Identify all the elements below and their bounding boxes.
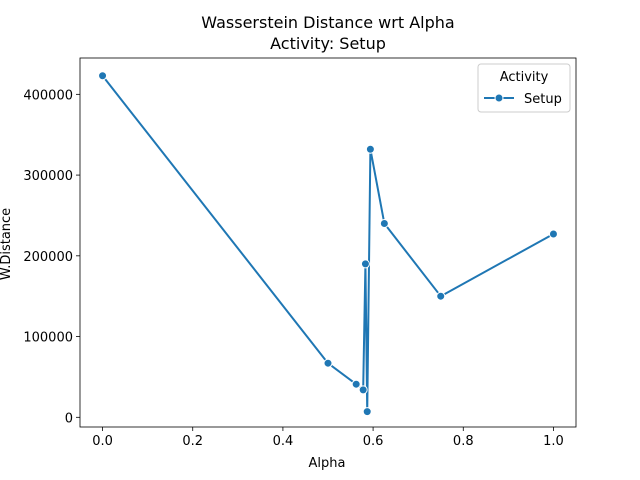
data-point: [362, 407, 372, 417]
x-tick-label: 0.6: [363, 434, 384, 449]
x-tick-label: 1.0: [543, 434, 564, 449]
legend-title: Activity: [500, 70, 549, 85]
y-tick-label: 400000: [23, 88, 73, 103]
x-tick-label: 0.2: [182, 434, 203, 449]
legend-label-setup: Setup: [524, 92, 562, 107]
x-tick-label: 0.0: [92, 434, 113, 449]
y-tick-label: 100000: [23, 331, 73, 346]
y-tick-label: 0: [65, 411, 73, 426]
plot-area: [98, 71, 558, 417]
y-axis: 0 100000 200000 300000 400000: [23, 88, 80, 426]
plot-frame: [79, 57, 577, 428]
data-point: [323, 358, 333, 368]
x-tick-label: 0.8: [453, 434, 474, 449]
data-point: [379, 219, 389, 229]
x-tick-label: 0.4: [273, 434, 294, 449]
series-line-setup: [101, 75, 554, 413]
data-point: [98, 71, 108, 81]
x-axis-label: Alpha: [309, 456, 346, 471]
data-point: [351, 379, 361, 389]
data-point: [548, 229, 558, 239]
chart-subtitle: Activity: Setup: [270, 34, 386, 53]
data-point: [360, 259, 370, 269]
legend-marker-setup: [494, 93, 504, 103]
data-point: [436, 291, 446, 301]
y-tick-label: 200000: [23, 250, 73, 265]
y-axis-label: W.Distance: [0, 208, 14, 280]
y-tick-label: 300000: [23, 169, 73, 184]
legend: Activity Setup: [477, 63, 571, 113]
x-axis: 0.0 0.2 0.4 0.6 0.8 1.0: [92, 427, 564, 449]
chart-title: Wasserstein Distance wrt Alpha: [201, 13, 454, 32]
data-point: [365, 144, 375, 154]
data-point: [358, 385, 368, 395]
